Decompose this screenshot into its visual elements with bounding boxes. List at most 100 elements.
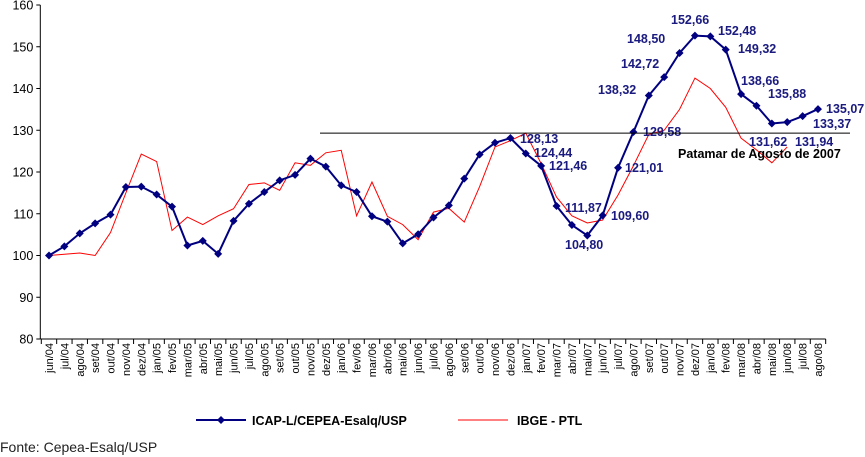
data-point	[152, 190, 161, 199]
data-point	[137, 182, 146, 191]
y-tick-label: 100	[12, 249, 33, 263]
data-point	[60, 242, 69, 251]
data-point	[121, 183, 130, 192]
x-tick-label: jun/07	[598, 343, 610, 374]
x-tick-label: fev/07	[536, 343, 548, 373]
x-tick-label: nov/07	[675, 343, 687, 376]
y-tick-label: 90	[19, 291, 33, 305]
data-point	[737, 90, 746, 99]
data-label: 152,48	[718, 24, 756, 38]
data-point	[383, 217, 392, 226]
data-point	[675, 49, 684, 58]
series-line-ibge	[48, 77, 788, 257]
y-tick-label: 120	[12, 166, 33, 180]
data-label: 129,58	[643, 125, 681, 139]
data-point	[690, 31, 699, 40]
x-tick-label: nov/04	[121, 343, 133, 376]
data-point	[75, 229, 84, 238]
x-tick-label: nov/06	[490, 343, 502, 376]
axes: 80 90 100 110 120 130 140 150 160	[12, 0, 827, 347]
y-tick-label: 110	[13, 207, 33, 221]
y-tick-label: 150	[12, 40, 33, 54]
data-label: 124,44	[534, 146, 572, 160]
data-point	[706, 32, 715, 41]
data-point	[91, 219, 100, 228]
y-tick-label: 160	[12, 0, 33, 13]
data-label: 109,60	[611, 209, 649, 223]
data-label: 135,88	[768, 87, 806, 101]
data-point	[767, 119, 776, 128]
data-point	[260, 188, 269, 197]
data-point	[183, 241, 192, 250]
x-tick-label: jul/07	[613, 343, 625, 370]
x-tick-labels: jun/04 jul/04 ago/04 set/04 out/04 nov/04 dez/…	[44, 343, 825, 377]
x-tick-label: mar/06	[367, 343, 379, 377]
x-tick-label: jun/08	[782, 343, 794, 374]
x-tick-label: jan/07	[521, 343, 533, 374]
data-label: 142,72	[621, 57, 659, 71]
source-note: Fonte: Cepea-Esalq/USP	[0, 439, 157, 455]
data-point	[214, 249, 223, 258]
data-point	[244, 199, 253, 208]
x-tick-label: jul/08	[798, 343, 810, 370]
data-point	[229, 216, 238, 225]
data-label: 138,32	[598, 83, 636, 97]
data-point	[783, 118, 792, 127]
x-tick-label: dez/07	[690, 343, 702, 376]
y-tick-label: 130	[12, 124, 33, 138]
x-tick-label: set/07	[644, 343, 656, 373]
legend: ICAP-L/CEPEA-Esalq/USP IBGE - PTL	[196, 414, 583, 428]
data-label: 131,62	[749, 135, 787, 149]
x-tick-label: abr/05	[198, 343, 210, 374]
legend-label-ibge: IBGE - PTL	[517, 414, 583, 428]
y-tick-label: 80	[19, 333, 33, 347]
x-tick-label: mai/07	[582, 343, 594, 376]
data-label: 138,66	[741, 74, 779, 88]
data-point	[475, 150, 484, 159]
x-tick-label: out/07	[659, 343, 671, 374]
data-label: 104,80	[565, 238, 603, 252]
data-label: 121,46	[549, 159, 587, 173]
data-point	[521, 149, 530, 158]
x-tick-label: nov/05	[305, 343, 317, 376]
x-tick-label: abr/07	[567, 343, 579, 374]
data-point	[629, 128, 638, 137]
legend-label-icap: ICAP-L/CEPEA-Esalq/USP	[252, 414, 407, 428]
data-point	[352, 188, 361, 197]
x-tick-label: jan/05	[152, 343, 164, 374]
x-tick-label: mar/07	[552, 343, 564, 377]
data-point	[337, 181, 346, 190]
x-tick-label: abr/06	[382, 343, 394, 374]
x-tick-label: jul/06	[428, 343, 440, 370]
data-point	[414, 230, 423, 239]
data-point	[398, 239, 407, 248]
x-tick-label: set/05	[275, 343, 287, 373]
data-point	[291, 170, 300, 179]
data-point	[106, 210, 115, 219]
x-tick-label: dez/06	[505, 343, 517, 376]
data-point	[168, 202, 177, 211]
x-tick-label: set/04	[90, 343, 102, 373]
data-label: 149,32	[738, 42, 776, 56]
x-tick-label: jun/05	[229, 343, 241, 374]
series-line-icap	[48, 34, 819, 257]
data-point	[321, 162, 330, 171]
y-tick-label: 140	[12, 82, 33, 96]
x-tick-label: jun/06	[413, 343, 425, 374]
x-tick-label: out/06	[475, 343, 487, 374]
reference-line-label: Patamar de Agosto de 2007	[678, 147, 841, 161]
x-tick-label: mai/05	[213, 343, 225, 376]
data-label: 111,87	[565, 201, 602, 215]
x-tick-label: fev/05	[167, 343, 179, 373]
data-point	[752, 101, 761, 110]
x-tick-label: dez/05	[321, 343, 333, 376]
x-tick-label: jul/04	[59, 343, 71, 370]
data-point	[491, 138, 500, 147]
data-point	[552, 201, 561, 210]
data-label: 133,37	[813, 117, 851, 131]
x-tick-label: mar/05	[182, 343, 194, 377]
data-point	[813, 105, 822, 114]
data-label: 148,50	[627, 32, 665, 46]
x-tick-label: ago/07	[628, 343, 640, 377]
